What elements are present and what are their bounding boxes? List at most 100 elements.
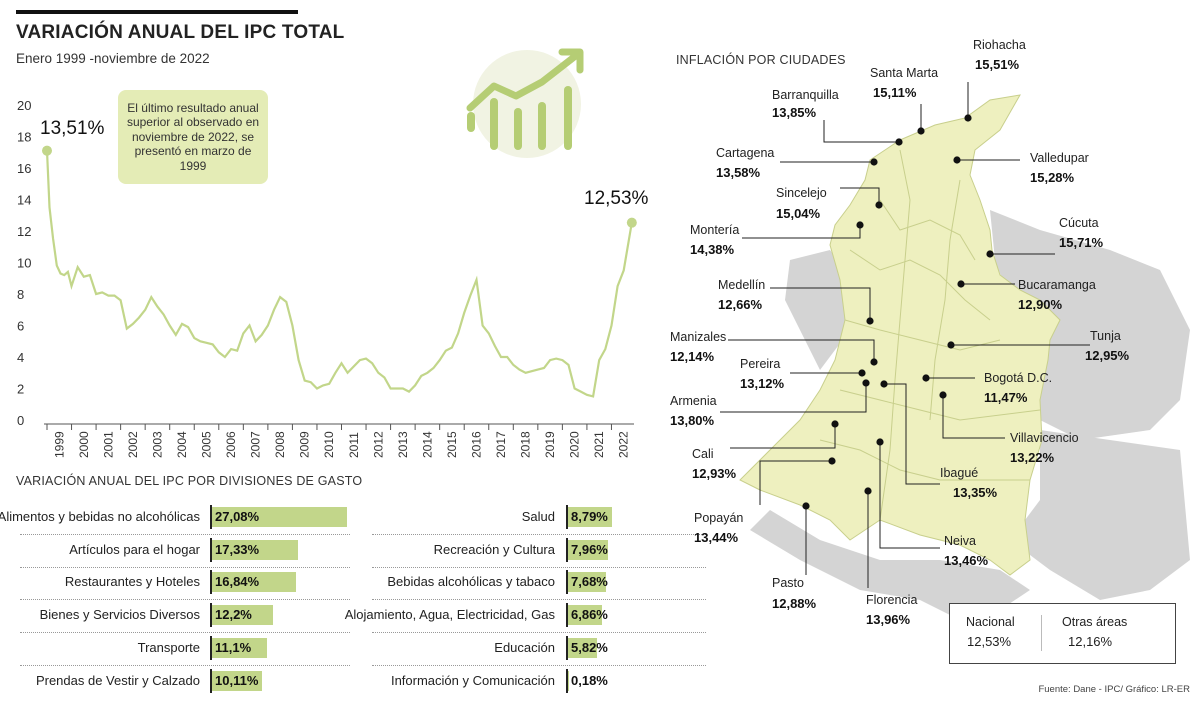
- bar-row: Bienes y Servicios Diversos 12,2%: [0, 603, 1200, 628]
- city-dot-cartagena: [870, 158, 878, 166]
- y-tick-label: 16: [17, 161, 31, 176]
- row-separator: [372, 664, 706, 666]
- bars-title: VARIACIÓN ANUAL DEL IPC POR DIVISIONES D…: [16, 474, 363, 488]
- bar-axis-tick: [566, 668, 568, 693]
- row-separator: [372, 599, 706, 601]
- city-name-sincelejo: Sincelejo: [776, 186, 827, 200]
- city-dot-pasto: [802, 502, 810, 510]
- city-name-pereira: Pereira: [740, 357, 781, 371]
- city-name-barranquilla: Barranquilla: [772, 88, 839, 102]
- bar: [568, 507, 612, 527]
- leader-line-manizales: [728, 339, 875, 362]
- growth-chart-icon: [466, 48, 584, 158]
- bar-axis-tick: [566, 570, 568, 595]
- bar-axis-tick: [566, 603, 568, 628]
- bar-category-label: Bebidas alcohólicas y tabaco: [387, 574, 555, 590]
- y-tick-label: 6: [17, 319, 24, 334]
- bar-axis-tick: [210, 537, 212, 562]
- bar-axis-tick: [210, 505, 212, 529]
- y-tick-label: 20: [17, 98, 31, 113]
- other-areas-value: 12,16%: [1068, 634, 1113, 649]
- bar: [212, 670, 263, 691]
- start-point-marker: [42, 145, 52, 156]
- bar: [568, 670, 569, 691]
- y-tick-label: 10: [17, 256, 31, 271]
- bar-value-label: 7,68%: [571, 574, 608, 590]
- bar-row: Educación 5,82%: [0, 635, 1200, 660]
- bar-row: Recreación y Cultura 7,96%: [0, 537, 1200, 562]
- bar-axis-tick: [210, 668, 212, 693]
- city-dot-armenia: [862, 379, 870, 387]
- city-name-bucaramanga: Bucaramanga: [1018, 278, 1096, 292]
- bar-row: Transporte 11,1%: [0, 635, 1200, 660]
- bar-value-label: 27,08%: [215, 509, 260, 524]
- row-separator: [372, 632, 706, 634]
- y-tick-label: 0: [17, 413, 24, 428]
- bar-category-label: Prendas de Vestir y Calzado: [35, 672, 200, 688]
- leader-line-villavicencio: [942, 395, 1005, 439]
- city-dot-monteria: [856, 221, 864, 229]
- bar-value-label: 6,86%: [571, 607, 608, 623]
- x-tick-label: 2022: [617, 431, 631, 458]
- city-dot-tunja: [947, 341, 955, 349]
- city-name-pasto: Pasto: [772, 576, 804, 590]
- city-name-monteria: Montería: [690, 223, 740, 237]
- bar-row: Salud 8,79%: [0, 505, 1200, 529]
- bar-value-label: 11,1%: [215, 639, 252, 655]
- bar: [568, 605, 603, 626]
- bar-row: Alimentos y bebidas no alcohólicas 27,08%: [0, 505, 1200, 529]
- bar-category-label: Alimentos y bebidas no alcohólicas: [0, 509, 200, 524]
- row-separator: [20, 566, 350, 568]
- map-title: INFLACIÓN POR CIUDADES: [676, 53, 846, 67]
- city-dot-barranquilla: [895, 138, 903, 146]
- bar-category-label: Transporte: [137, 639, 200, 655]
- y-tick-label: 2: [17, 382, 24, 397]
- line-chart: 0 2 4 6 8 10 12 14 16 18 20 1999 2000 2001 2002 2003 20…: [17, 98, 637, 458]
- bar-value-label: 12,2%: [215, 607, 252, 623]
- city-dot-bucaramanga: [957, 280, 965, 288]
- bar-axis-tick: [566, 505, 568, 529]
- x-tick-label: 2019: [543, 431, 557, 458]
- national-label: Nacional: [966, 615, 1015, 629]
- first-value-label: 13,51%: [40, 118, 105, 139]
- end-point-marker: [626, 217, 637, 228]
- leader-line-monteria: [742, 225, 861, 239]
- city-value-armenia: 13,80%: [670, 413, 715, 428]
- bar-value-label: 10,11%: [215, 672, 259, 688]
- bar-category-label: Salud: [521, 509, 555, 524]
- bar: [212, 637, 268, 658]
- bar-category-label: Artículos para el hogar: [69, 541, 200, 557]
- city-dot-sincelejo: [875, 201, 883, 209]
- city-name-cali: Cali: [692, 447, 714, 461]
- bar-axis-tick: [210, 570, 212, 595]
- city-value-cartagena: 13,58%: [716, 165, 761, 180]
- city-value-bucaramanga: 12,90%: [1018, 297, 1063, 312]
- city-value-neiva: 13,46%: [944, 553, 989, 568]
- bar-value-label: 7,96%: [571, 541, 608, 557]
- city-name-tunja: Tunja: [1090, 329, 1121, 343]
- city-value-popayan: 13,44%: [694, 530, 739, 545]
- bar: [568, 572, 607, 593]
- city-dot-riohacha: [964, 114, 972, 122]
- bar-axis-tick: [210, 603, 212, 628]
- row-separator: [20, 664, 350, 666]
- bar-row: Información y Comunicación 0,18%: [0, 668, 1200, 693]
- leader-line-popayan: [759, 460, 832, 505]
- bar: [568, 637, 597, 658]
- city-value-monteria: 14,38%: [690, 242, 735, 257]
- city-name-florencia: Florencia: [866, 593, 918, 607]
- bar-row: Bebidas alcohólicas y tabaco 7,68%: [0, 570, 1200, 595]
- city-dot-pereira: [858, 369, 866, 377]
- leader-line-sincelejo: [840, 187, 880, 205]
- city-value-ibague: 13,35%: [953, 485, 998, 500]
- national-value: 12,53%: [967, 634, 1012, 649]
- bar-category-label: Información y Comunicación: [390, 672, 555, 688]
- bar-axis-tick: [566, 537, 568, 562]
- x-tick-label: 2011: [347, 432, 361, 458]
- x-tick-label: 2014: [420, 431, 434, 458]
- leader-line-ibague: [884, 383, 940, 485]
- city-value-medellin: 12,66%: [718, 297, 763, 312]
- x-tick-label: 2007: [249, 431, 263, 458]
- city-dot-valledupar: [953, 156, 961, 164]
